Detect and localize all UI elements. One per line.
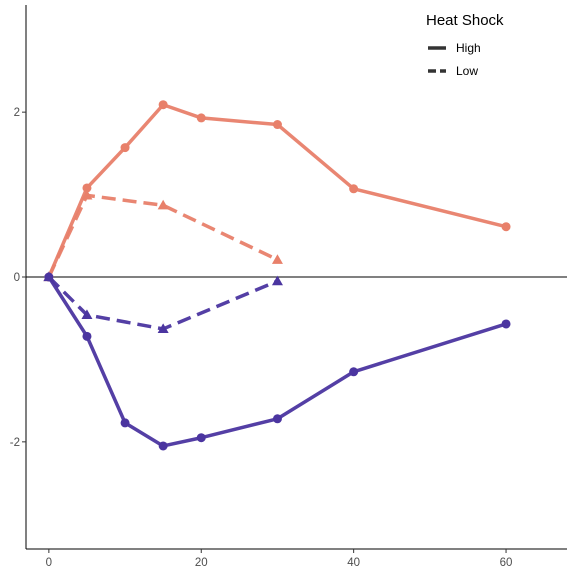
series-line [47, 102, 508, 279]
legend: Heat Shock High Low [426, 12, 504, 78]
data-point [349, 184, 359, 194]
data-point [501, 222, 511, 232]
x-tick-label: 40 [347, 557, 360, 569]
data-point [158, 441, 168, 451]
data-point-triangle [81, 309, 93, 320]
data-point [196, 433, 206, 443]
data-point [349, 367, 359, 377]
data-point [272, 120, 282, 130]
series-purple-low [43, 271, 283, 334]
data-point-triangle [81, 189, 93, 200]
series-line [47, 275, 279, 331]
data-point [196, 113, 206, 123]
data-point [158, 100, 168, 110]
x-tick-label: 0 [46, 557, 52, 569]
axes: 0 20 40 60 -2 0 2 [10, 5, 567, 569]
series-line [47, 193, 279, 278]
data-point-triangle [43, 271, 55, 282]
data-point [272, 414, 282, 424]
legend-label-low: Low [456, 64, 478, 78]
x-tick-label: 20 [195, 557, 208, 569]
data-point-triangle [157, 199, 169, 210]
data-point-triangle [271, 254, 283, 264]
series-orange-low [43, 189, 283, 282]
data-point [120, 143, 130, 153]
x-tick-label: 60 [500, 557, 513, 569]
y-tick-label: -2 [10, 437, 20, 449]
data-point [82, 331, 92, 341]
data-point-triangle [157, 323, 169, 334]
legend-title: Heat Shock [426, 12, 504, 29]
series-purple-high [44, 272, 511, 451]
legend-label-high: High [456, 41, 481, 55]
data-point [501, 319, 511, 329]
series-line [47, 275, 508, 448]
data-point [120, 418, 130, 428]
data-point-triangle [271, 275, 283, 286]
series-layer [43, 100, 511, 451]
y-tick-label: 2 [14, 107, 20, 119]
data-point [82, 183, 92, 193]
y-tick-label: 0 [14, 272, 20, 284]
